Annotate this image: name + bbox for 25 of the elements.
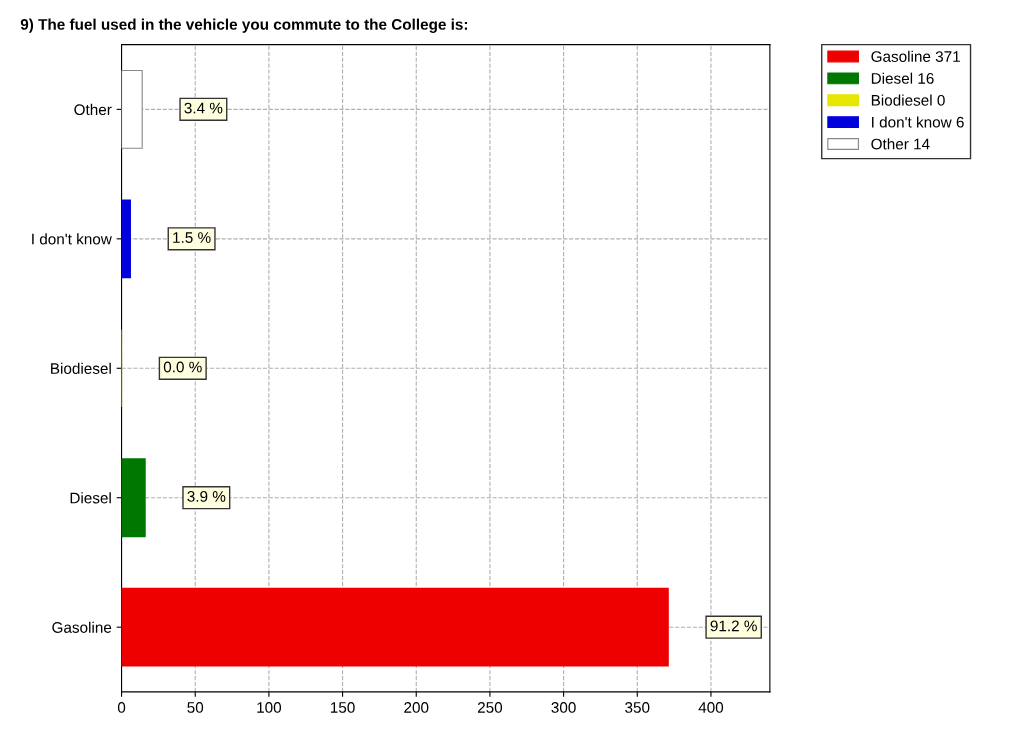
legend-label: Gasoline 371 (871, 50, 960, 62)
legend-label: Other 14 (871, 138, 930, 150)
x-tick-label: 150 (331, 702, 355, 713)
x-tick-label: 350 (625, 702, 650, 713)
x-tick-label: 400 (698, 702, 724, 713)
x-tick-label: 0 (117, 702, 126, 713)
chart-title: 9) The fuel used in the vehicle you commute to the College is: (20, 18, 468, 33)
y-tick-label: Biodiesel (51, 362, 111, 374)
y-tick-label: Other (74, 103, 112, 116)
x-tick-label: 300 (551, 702, 576, 713)
annotation: 3.9 % (187, 491, 226, 502)
legend-label: Biodiesel 0 (871, 94, 945, 106)
legend-label: I don't know 6 (872, 116, 964, 128)
y-tick-label: Gasoline (52, 621, 112, 633)
legend-label: Diesel 16 (871, 72, 934, 84)
y-tick-label: Diesel (70, 492, 111, 504)
x-tick-label: 200 (404, 702, 429, 713)
x-tick-label: 250 (477, 702, 503, 713)
annotation: 3.4 % (184, 102, 223, 114)
x-tick-label: 50 (187, 702, 204, 713)
annotation: 1.5 % (173, 232, 211, 243)
annotation: 91.2 % (710, 620, 757, 632)
annotation: 0.0 % (163, 361, 202, 373)
y-tick-label: I don't know (32, 233, 112, 245)
x-tick-label: 100 (257, 702, 282, 713)
